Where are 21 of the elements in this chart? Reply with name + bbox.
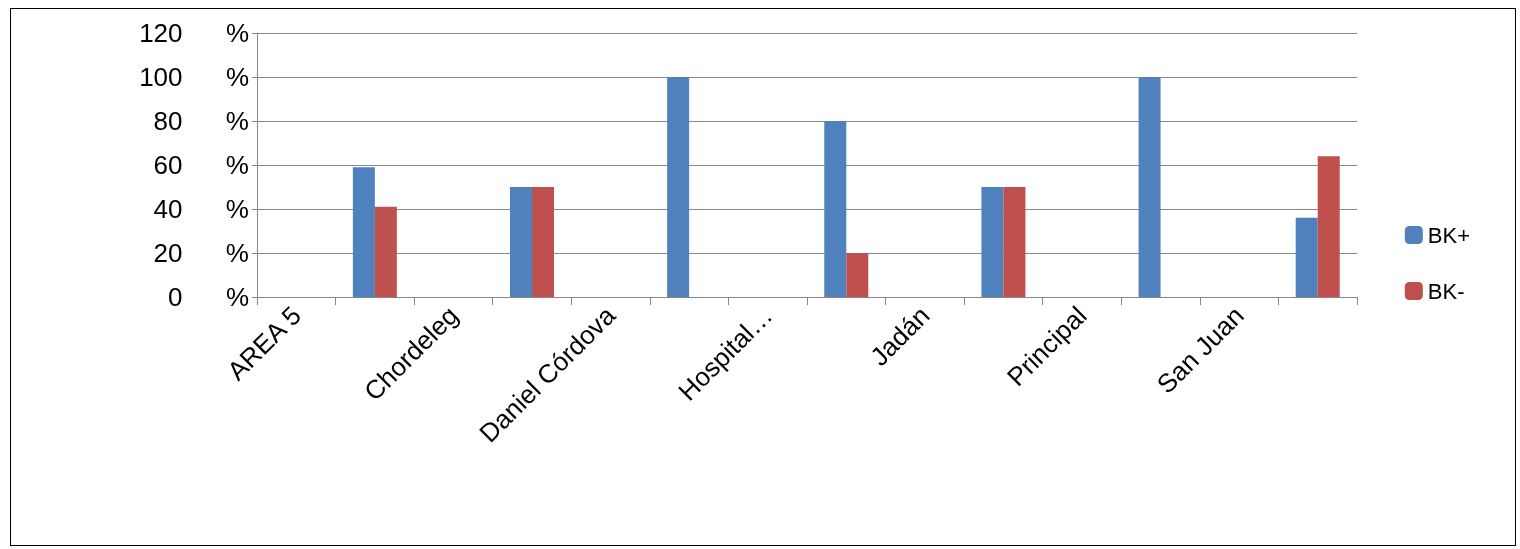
- bar: [1003, 187, 1026, 297]
- y-tick-label: 80 %: [153, 106, 249, 136]
- bar: [532, 187, 554, 297]
- bar: [1138, 77, 1161, 297]
- bar: [981, 187, 1004, 297]
- y-tick-label: 100 %: [139, 62, 249, 92]
- bar: [824, 121, 847, 297]
- bar: [352, 167, 375, 297]
- y-tick-label: 0 %: [168, 282, 249, 312]
- y-tick-label: 40 %: [153, 194, 249, 224]
- bar: [510, 187, 532, 297]
- y-tick-label: 120 %: [139, 18, 249, 48]
- y-tick-label: 20 %: [153, 238, 249, 268]
- legend-label: BK-: [1427, 278, 1465, 304]
- y-tick-label: 60 %: [153, 150, 249, 180]
- bar: [1295, 217, 1318, 297]
- bar: [374, 206, 397, 297]
- bar: [846, 253, 869, 297]
- bar: [1317, 156, 1340, 297]
- legend-label: BK+: [1427, 222, 1471, 248]
- bar: [667, 77, 690, 297]
